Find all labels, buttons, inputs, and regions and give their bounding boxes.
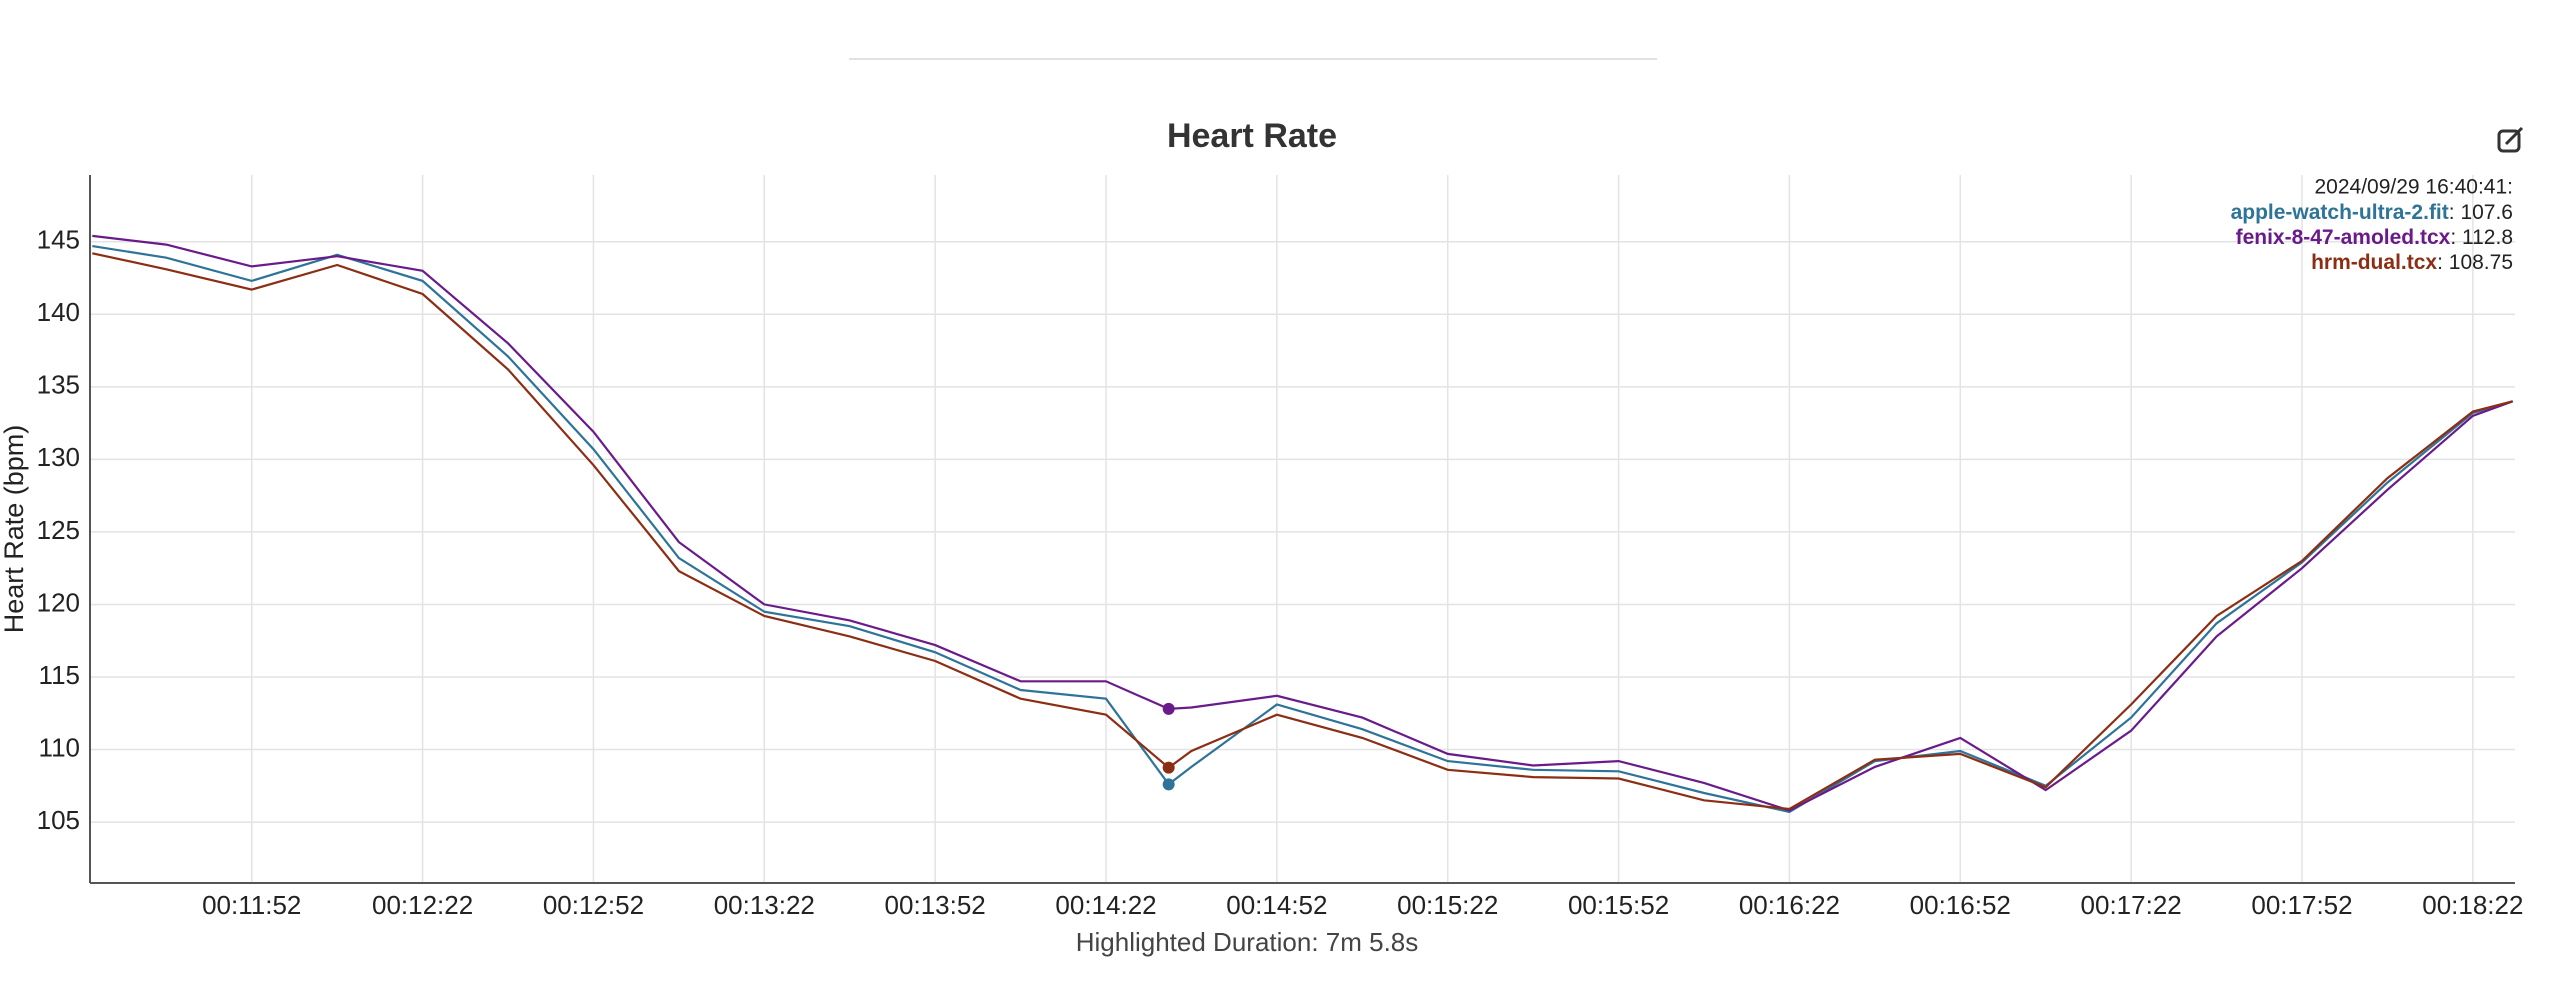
y-tick-label: 135 [37, 370, 80, 400]
x-tick-label: 00:13:22 [714, 890, 815, 920]
y-tick-label: 115 [39, 660, 80, 690]
legend-value: 107.6 [2460, 201, 2513, 224]
highlight-dot [1162, 778, 1175, 791]
x-tick-label: 00:17:52 [2251, 890, 2352, 920]
legend-sep: : [2437, 251, 2449, 274]
legend-header: 2024/09/29 16:40:41: [2314, 176, 2513, 199]
legend-name: hrm-dual.tcx [2311, 251, 2437, 274]
series-line [92, 252, 2513, 811]
y-tick-label: 120 [37, 587, 80, 617]
y-axis-label: Heart Rate (bpm) [0, 425, 29, 634]
y-tick-label: 125 [37, 515, 80, 545]
x-tick-label: 00:14:52 [1226, 890, 1327, 920]
legend-sep: : [2450, 226, 2462, 249]
x-tick-label: 00:17:22 [2081, 890, 2182, 920]
y-tick-label: 140 [37, 297, 80, 327]
x-tick-label: 00:12:52 [543, 890, 644, 920]
x-tick-label: 00:13:52 [885, 890, 986, 920]
legend-value: 112.8 [2462, 226, 2513, 249]
legend-sep: : [2449, 201, 2461, 224]
x-tick-label: 00:15:22 [1397, 890, 1498, 920]
legend-name: fenix-8-47-amoled.tcx [2236, 226, 2451, 249]
x-tick-label: 00:14:22 [1055, 890, 1156, 920]
legend-entry: hrm-dual.tcx: 108.75 [2311, 251, 2513, 274]
x-tick-label: 00:11:52 [202, 890, 301, 920]
series-line [92, 234, 2514, 812]
legend-entry: fenix-8-47-amoled.tcx: 112.8 [2236, 226, 2513, 249]
y-tick-label: 130 [37, 442, 80, 472]
chart-title: Heart Rate [1167, 117, 1337, 155]
legend-value: 108.75 [2449, 251, 2513, 274]
legend-entry: apple-watch-ultra-2.fit: 107.6 [2231, 201, 2513, 224]
y-tick-label: 110 [39, 732, 80, 762]
x-tick-label: 00:16:52 [1910, 890, 2011, 920]
highlight-dot [1162, 702, 1175, 715]
x-tick-label: 00:15:52 [1568, 890, 1669, 920]
legend-name: apple-watch-ultra-2.fit [2231, 201, 2449, 224]
x-tick-label: 00:12:22 [372, 890, 473, 920]
highlight-dot [1162, 761, 1175, 774]
y-tick-label: 105 [37, 805, 80, 835]
y-tick-label: 145 [37, 225, 80, 255]
edit-icon[interactable] [2497, 126, 2524, 153]
x-tick-label: 00:18:22 [2422, 890, 2523, 920]
series-line [92, 245, 2514, 814]
x-tick-label: 00:16:22 [1739, 890, 1840, 920]
footer: Highlighted Duration: 7m 5.8s [1076, 927, 1419, 957]
